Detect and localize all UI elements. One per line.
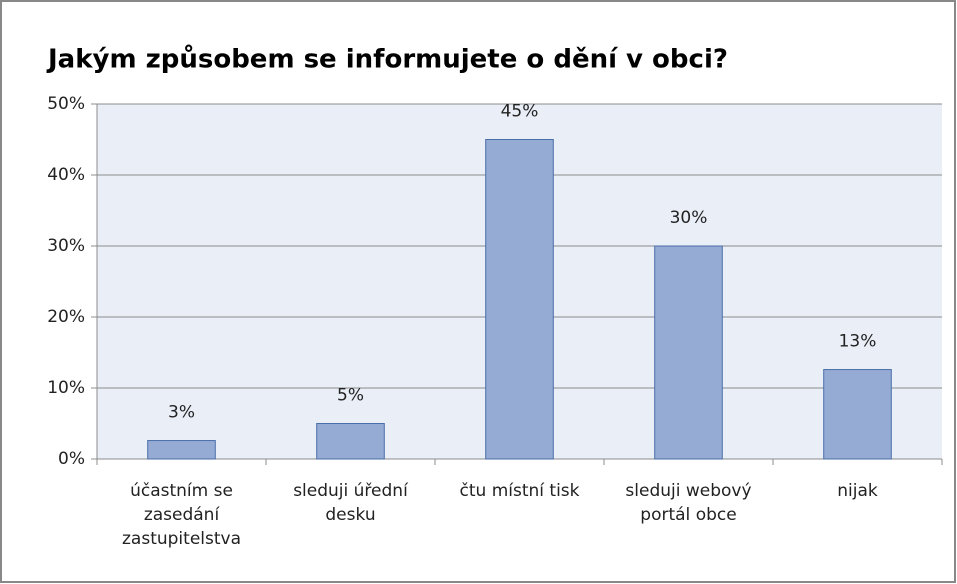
data-label: 45% bbox=[501, 102, 539, 122]
data-label: 3% bbox=[168, 403, 195, 423]
y-tick-label: 20% bbox=[47, 307, 85, 327]
y-tick-label: 40% bbox=[47, 165, 85, 185]
chart-title: Jakým způsobem se informujete o dění v o… bbox=[46, 44, 728, 75]
y-tick-label: 50% bbox=[47, 94, 85, 114]
y-tick-label: 0% bbox=[58, 449, 85, 469]
bar bbox=[147, 440, 216, 460]
data-label: 13% bbox=[839, 332, 877, 352]
bar bbox=[654, 245, 723, 460]
x-tick-label: sleduji úřední desku bbox=[293, 481, 408, 525]
y-tick-label: 30% bbox=[47, 236, 85, 256]
x-tick-label: nijak bbox=[837, 481, 878, 501]
bar bbox=[485, 139, 554, 460]
bar bbox=[823, 369, 892, 460]
data-label: 30% bbox=[670, 208, 708, 228]
data-label: 5% bbox=[337, 386, 364, 406]
x-tick-label: sleduji webový portál obce bbox=[625, 481, 752, 525]
bar bbox=[316, 423, 385, 460]
x-tick-label: čtu místní tisk bbox=[459, 481, 580, 501]
x-tick-label: účastním se zasedání zastupitelstva bbox=[122, 481, 241, 549]
y-tick-label: 10% bbox=[47, 378, 85, 398]
